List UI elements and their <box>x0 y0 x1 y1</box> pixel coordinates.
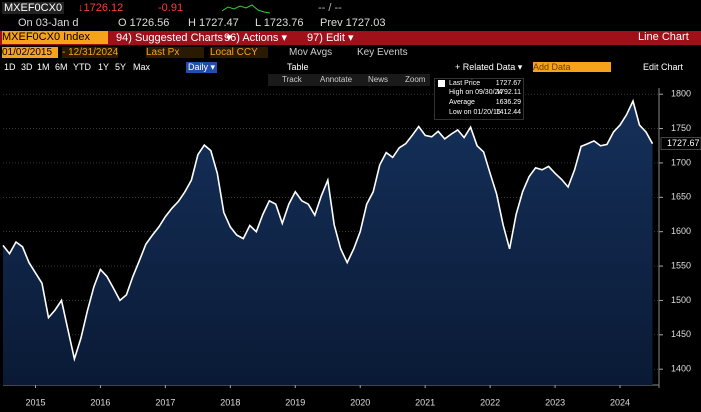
range-button[interactable]: 1Y <box>98 62 110 72</box>
legend-value: 1636.29 <box>495 99 521 106</box>
settings-bar: 01/02/2015 - 12/31/2024 Last Px Local CC… <box>0 47 701 60</box>
y-tick-label: 1450 <box>671 329 691 339</box>
x-tick-label: 2020 <box>350 397 370 407</box>
range-button[interactable]: 1D <box>4 62 16 72</box>
chart-type: Line Chart <box>638 31 689 43</box>
actions[interactable]: 96) Actions ▾ <box>224 32 287 44</box>
tool-bar: Track Annotate News Zoom <box>268 74 430 86</box>
change: -0.91 <box>158 2 184 14</box>
y-tick-label: 1550 <box>671 260 691 270</box>
mov-avgs[interactable]: Mov Avgs <box>289 47 333 58</box>
legend-value: 1412.44 <box>495 109 521 116</box>
legend-label: Low on 01/20/16 <box>449 109 501 116</box>
ticker: MXEF0CX0 <box>2 2 65 14</box>
add-data[interactable]: Add Data <box>533 62 611 72</box>
y-tick-label: 1700 <box>671 157 691 167</box>
range-button[interactable]: 6M <box>55 62 68 72</box>
end-date[interactable]: - 12/31/2024 <box>62 47 119 58</box>
currency[interactable]: Local CCY <box>210 47 268 58</box>
y-tick-label: 1500 <box>671 295 691 305</box>
y-tick-label: 1800 <box>671 89 691 99</box>
edit[interactable]: 97) Edit ▾ <box>307 32 354 44</box>
edit-chart[interactable]: Edit Chart <box>643 62 684 72</box>
x-tick-label: 2024 <box>610 397 630 407</box>
field[interactable]: Last Px <box>146 47 204 58</box>
y-tick-label: 1600 <box>671 226 691 236</box>
x-tick-label: 2015 <box>25 397 45 407</box>
high: H 1727.47 <box>188 17 239 29</box>
bid-ask: -- / -- <box>318 2 342 14</box>
start-date[interactable]: 01/02/2015 <box>2 47 58 58</box>
related-data[interactable]: + Related Data ▾ <box>455 62 523 72</box>
x-tick-label: 2016 <box>90 397 110 407</box>
range-button[interactable]: 1M <box>37 62 50 72</box>
range-button[interactable]: 3D <box>21 62 33 72</box>
range-button[interactable]: 5Y <box>115 62 127 72</box>
tool[interactable]: News <box>368 75 389 84</box>
table-button[interactable]: Table <box>287 62 309 72</box>
legend-value: 1792.11 <box>496 89 521 96</box>
legend: Last Price 1727.67 High on 09/30/24 1792… <box>434 78 524 120</box>
period[interactable]: Daily ▾ <box>186 62 218 73</box>
x-tick-label: 2018 <box>220 397 240 407</box>
last-price: ↓1726.12 <box>78 2 124 14</box>
legend-swatch <box>438 80 445 87</box>
x-tick-label: 2021 <box>415 397 435 407</box>
legend-label: Average <box>449 99 475 106</box>
header: MXEF0CX0 ↓1726.12 -0.91 -- / -- On 03-Ja… <box>0 0 701 30</box>
low: L 1723.76 <box>255 17 304 29</box>
y-tick-label: 1650 <box>671 192 691 202</box>
x-tick-label: 2022 <box>480 397 500 407</box>
last-price-box <box>660 137 701 150</box>
range-button[interactable]: YTD <box>73 62 91 72</box>
tool[interactable]: Zoom <box>405 75 426 84</box>
x-tick-label: 2017 <box>155 397 175 407</box>
security-input[interactable]: MXEF0CX0 Index <box>2 31 108 44</box>
open: O 1726.56 <box>118 17 170 29</box>
legend-label: Last Price <box>449 80 481 87</box>
prev: Prev 1727.03 <box>320 17 386 29</box>
suggested-charts[interactable]: 94) Suggested Charts ▾ <box>116 32 232 44</box>
date: On 03-Jan d <box>18 17 79 29</box>
x-tick-label: 2019 <box>285 397 305 407</box>
command-bar: MXEF0CX0 Index 94) Suggested Charts ▾ 96… <box>0 31 701 45</box>
range-button[interactable]: Max <box>133 62 151 72</box>
x-tick-label: 2023 <box>545 397 565 407</box>
key-events[interactable]: Key Events <box>357 47 408 58</box>
range-bar: Daily ▾ Table + Related Data ▾ Add Data … <box>0 62 701 74</box>
area <box>3 101 653 385</box>
tool[interactable]: Track <box>282 75 302 84</box>
legend-value: 1727.67 <box>495 80 521 87</box>
last-price-label: 1727.67 <box>667 138 700 148</box>
y-tick-label: 1400 <box>671 364 691 374</box>
tool[interactable]: Annotate <box>320 75 353 84</box>
legend-label: High on 09/30/24 <box>449 89 503 96</box>
line <box>2 98 654 362</box>
sparkline <box>222 4 271 14</box>
y-tick-label: 1750 <box>671 123 691 133</box>
